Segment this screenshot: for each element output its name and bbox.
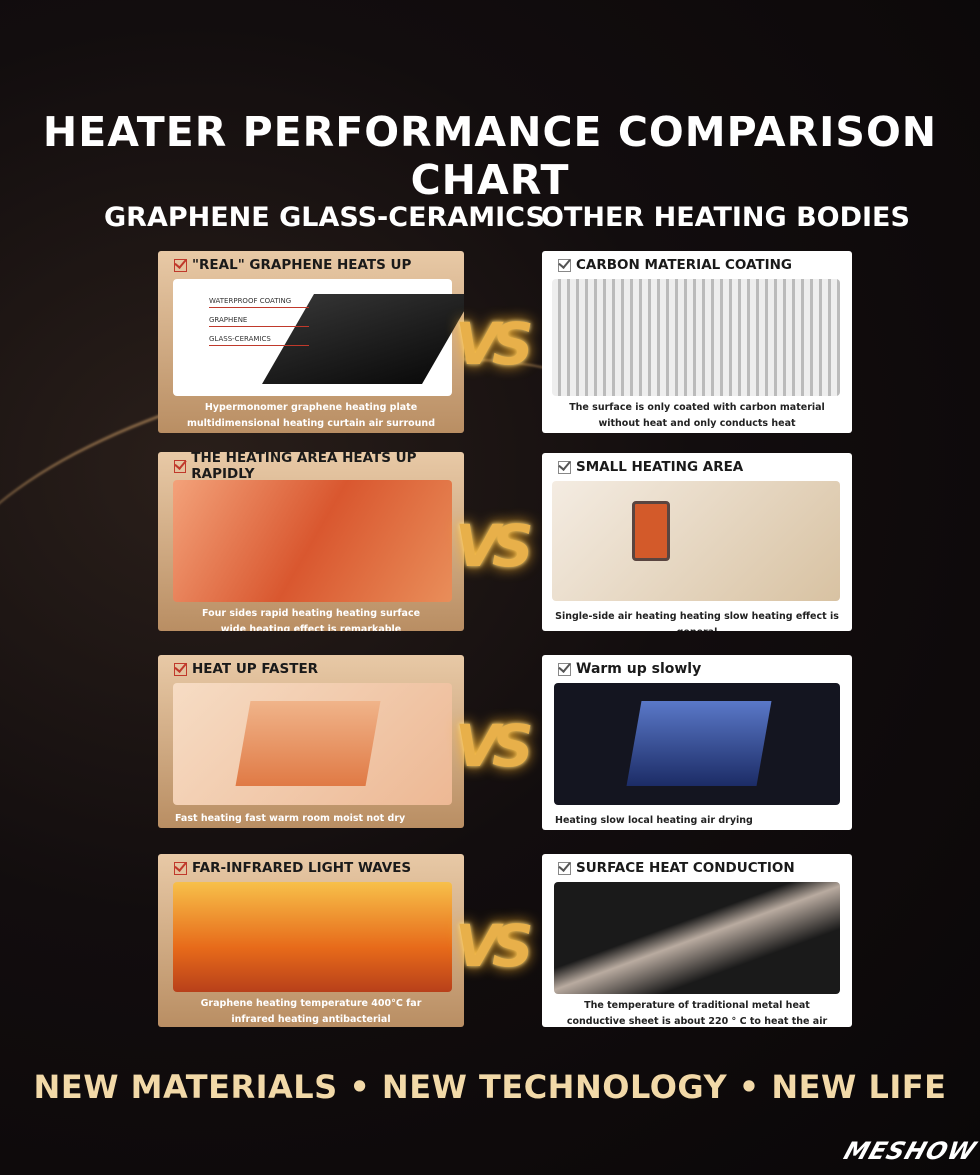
cold-room-image [554, 683, 840, 805]
left-heading: GRAPHENE GLASS-CERAMICS [104, 202, 545, 233]
checkbox-icon [174, 662, 187, 676]
left-card-2: THE HEATING AREA HEATS UP RAPIDLY Four s… [158, 452, 464, 631]
caption-line: wide heating effect is remarkable [220, 624, 402, 631]
caption-line: The temperature of traditional metal hea… [584, 1000, 810, 1011]
caption-line: multidimensional heating curtain air sur… [187, 418, 435, 429]
metal-sheet-image [554, 882, 840, 994]
checkbox-icon [558, 258, 571, 272]
card-title: SURFACE HEAT CONDUCTION [576, 860, 795, 876]
checkbox-icon [174, 861, 187, 875]
checkbox-icon [558, 861, 571, 875]
carbon-heater-image [552, 279, 840, 396]
infrared-heater-image [173, 882, 452, 992]
right-card-4: SURFACE HEAT CONDUCTION The temperature … [542, 854, 852, 1027]
layer-label: GLASS-CERAMICS [209, 335, 309, 346]
graphene-layers-image: WATERPROOF COATING GRAPHENE GLASS-CERAMI… [173, 279, 464, 396]
caption-line: Hypermonomer graphene heating plate [204, 402, 418, 413]
layer-label: GRAPHENE [209, 316, 310, 327]
caption-line: Single-side air heating heating slow hea… [555, 611, 839, 631]
page-title: HEATER PERFORMANCE COMPARISON CHART [42, 108, 938, 204]
vs-badge: VS [455, 310, 534, 378]
card-title: FAR-INFRARED LIGHT WAVES [192, 860, 412, 876]
card-title: HEAT UP FASTER [192, 661, 319, 677]
checkbox-icon [174, 258, 187, 272]
checkbox-icon [558, 662, 571, 676]
left-card-3: HEAT UP FASTER Fast heating fast warm ro… [158, 655, 464, 828]
right-heading: OTHER HEATING BODIES [541, 202, 910, 233]
heater-room-image [173, 480, 452, 602]
card-title: CARBON MATERIAL COATING [576, 257, 792, 273]
small-heater-image [552, 481, 840, 601]
right-card-1: CARBON MATERIAL COATING The surface is o… [542, 251, 852, 433]
caption-line: Fast heating fast warm room moist not dr… [175, 813, 406, 824]
card-title: SMALL HEATING AREA [576, 459, 744, 475]
card-title: "REAL" GRAPHENE HEATS UP [192, 257, 412, 273]
caption-line: without heat and only conducts heat [598, 418, 796, 429]
vs-badge: VS [455, 512, 534, 580]
caption-line: conductive sheet is about 220 ° C to hea… [566, 1016, 828, 1027]
checkbox-icon [174, 459, 187, 473]
card-title: Warm up slowly [576, 661, 702, 677]
right-card-3: Warm up slowly Heating slow local heatin… [542, 655, 852, 830]
caption-line: The surface is only coated with carbon m… [569, 402, 825, 413]
caption-line: Graphene heating temperature 400°C far [200, 998, 422, 1009]
caption-line: Heating slow local heating air drying [555, 815, 753, 826]
right-card-2: SMALL HEATING AREA Single-side air heati… [542, 453, 852, 631]
caption-line: infrared heating antibacterial [231, 1014, 391, 1025]
caption-line: Four sides rapid heating heating surface [201, 608, 421, 619]
vs-badge: VS [455, 912, 534, 980]
brand-logo: MESHOW [840, 1137, 980, 1165]
card-title: THE HEATING AREA HEATS UP RAPIDLY [191, 452, 417, 482]
left-card-4: FAR-INFRARED LIGHT WAVES Graphene heatin… [158, 854, 464, 1027]
checkbox-icon [558, 460, 571, 474]
vs-badge: VS [455, 712, 534, 780]
layer-label: WATERPROOF COATING [209, 297, 310, 308]
warm-room-image [173, 683, 452, 805]
left-card-1: "REAL" GRAPHENE HEATS UP WATERPROOF COAT… [158, 251, 464, 433]
footer-slogan: NEW MATERIALS • NEW TECHNOLOGY • NEW LIF… [33, 1068, 947, 1106]
